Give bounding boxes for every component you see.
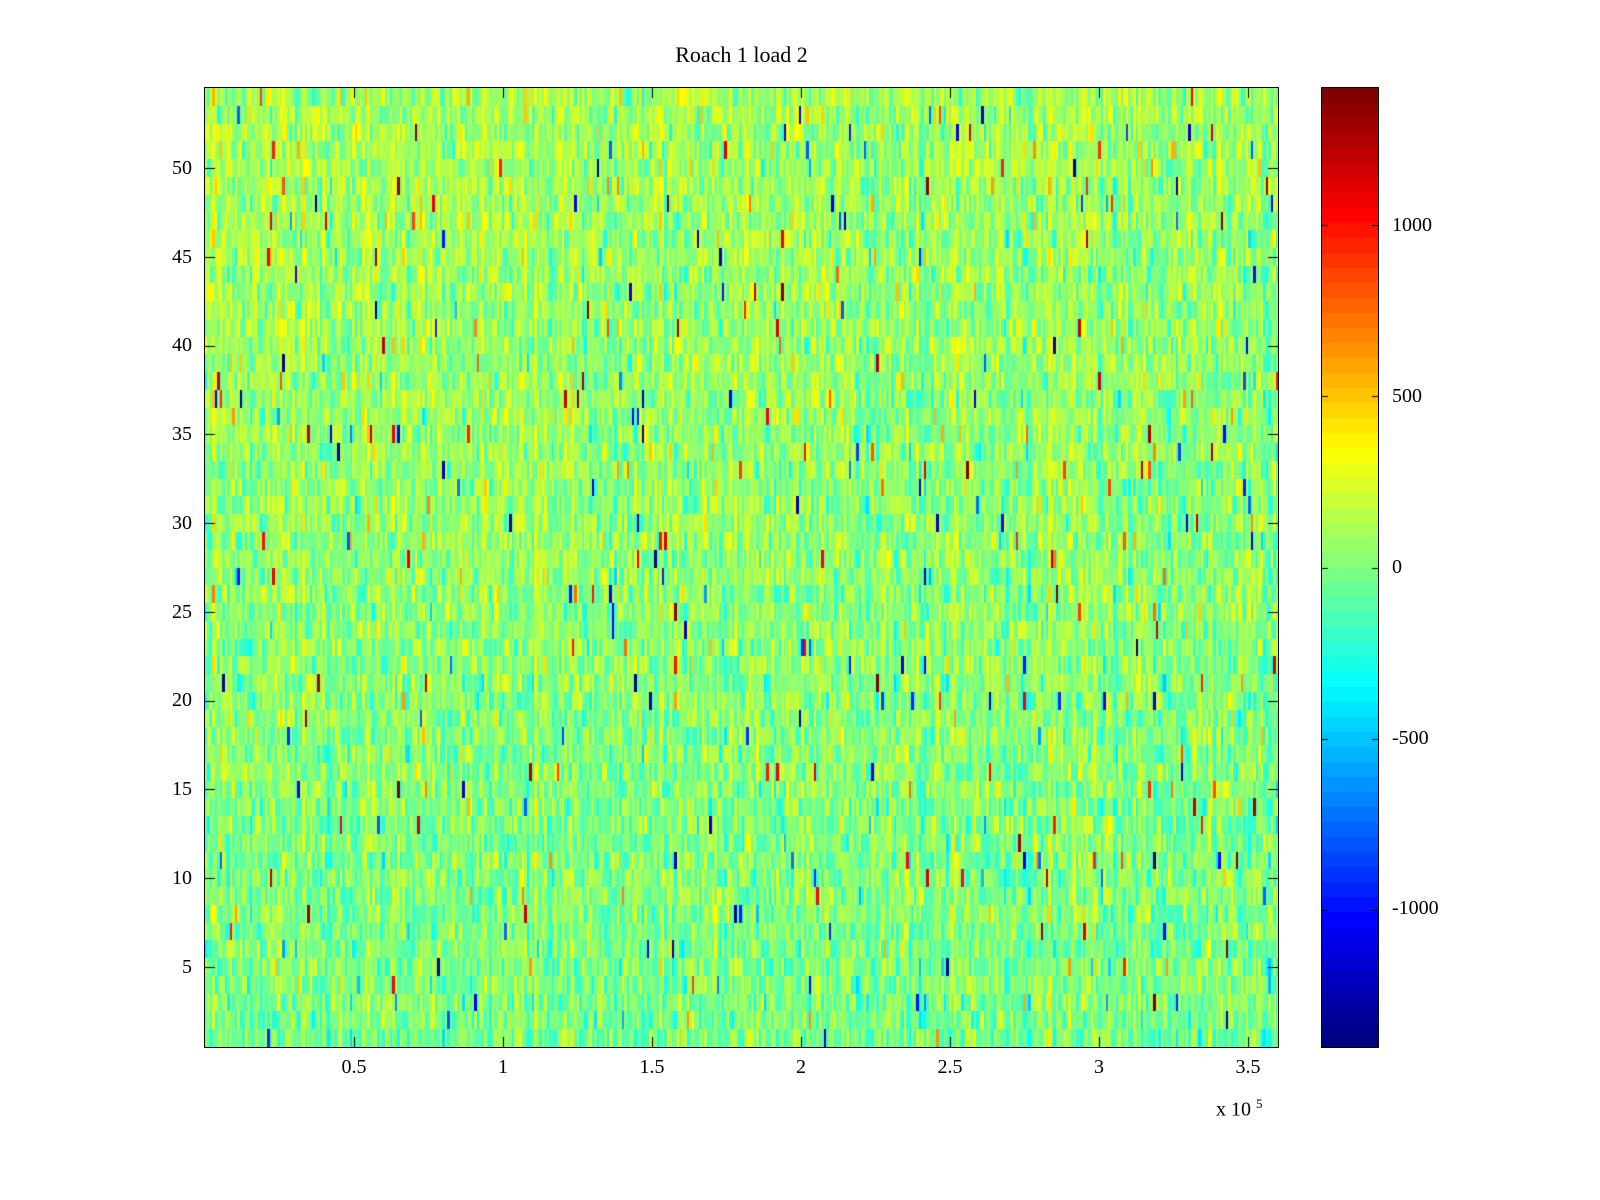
colorbar-tick-label: -500 (1392, 727, 1429, 749)
y-tick-label: 35 (172, 423, 192, 445)
colorbar-tick-label: -1000 (1392, 897, 1439, 919)
x-scale-exponent: 5 (1256, 1096, 1263, 1111)
y-tick-label: 45 (172, 246, 192, 268)
y-tick-label: 25 (172, 601, 192, 623)
x-tick-label: 2.5 (937, 1056, 963, 1078)
heatmap-canvas (205, 88, 1278, 1047)
x-tick-label: 0.5 (341, 1056, 367, 1078)
y-tick-label: 10 (172, 867, 192, 889)
x-tick-label: 3.5 (1235, 1056, 1261, 1078)
colorbar-tick-label: 0 (1392, 556, 1402, 578)
colorbar-tick-label: 1000 (1392, 214, 1432, 236)
y-tick-label: 15 (172, 778, 192, 800)
y-tick-label: 50 (172, 157, 192, 179)
x-tick-label: 3 (1094, 1056, 1104, 1078)
chart-title: Roach 1 load 2 (675, 42, 808, 67)
x-axis-scale-label: x 10 5 (1216, 1096, 1263, 1122)
colorbar-tick-label: 500 (1392, 385, 1422, 407)
x-tick-label: 1.5 (639, 1056, 665, 1078)
y-tick-label: 30 (172, 512, 192, 534)
y-tick-label: 5 (182, 956, 192, 978)
colorbar-canvas (1322, 88, 1378, 1047)
y-tick-label: 40 (172, 334, 192, 356)
y-tick-label: 20 (172, 689, 192, 711)
x-tick-label: 2 (796, 1056, 806, 1078)
x-tick-label: 1 (498, 1056, 508, 1078)
x-scale-prefix: x 10 (1216, 1098, 1251, 1121)
